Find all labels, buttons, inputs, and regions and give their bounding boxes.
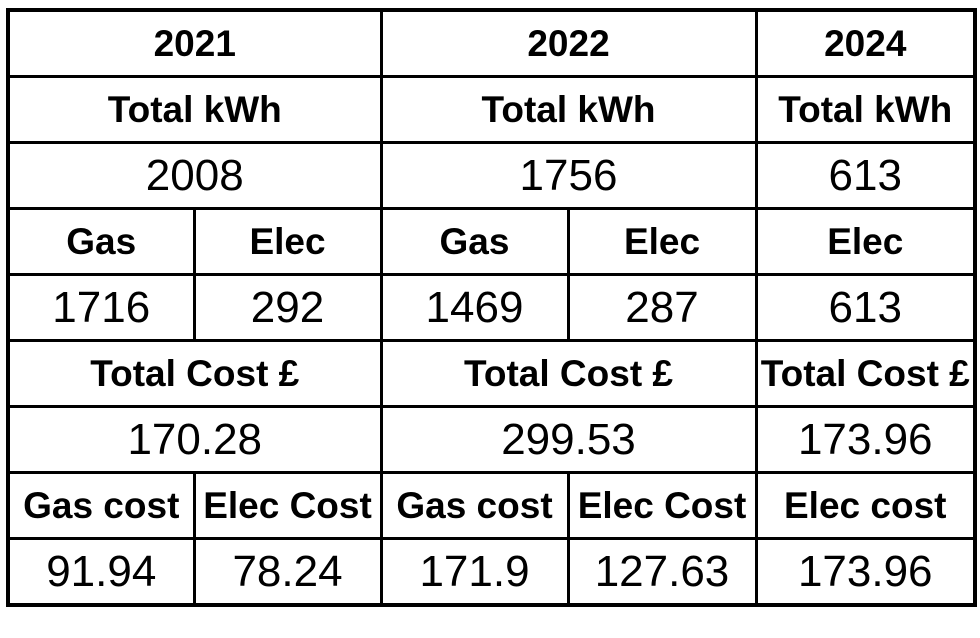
total-cost-label-2024: Total Cost £ [754, 339, 977, 408]
energy-comparison-table: 2021 2022 2024 Total kWh Total kWh Total… [6, 8, 977, 607]
elec-cost-value-2021: 78.24 [192, 537, 383, 607]
elec-header-2024: Elec [754, 207, 977, 276]
year-header-2024: 2024 [754, 8, 977, 78]
cost-value-row: 91.94 78.24 171.9 127.63 173.96 [6, 537, 977, 607]
elec-cost-header-2021: Elec Cost [192, 471, 383, 540]
total-kwh-label-row: Total kWh Total kWh Total kWh [6, 75, 977, 144]
elec-cost-header-2022: Elec Cost [566, 471, 758, 540]
total-kwh-value-2021: 2008 [6, 141, 383, 210]
total-cost-value-2022: 299.53 [379, 405, 758, 474]
elec-kwh-2022: 287 [566, 273, 758, 342]
total-kwh-label-2021: Total kWh [6, 75, 383, 144]
fuel-header-row: Gas Elec Gas Elec Elec [6, 207, 977, 276]
fuel-value-row: 1716 292 1469 287 613 [6, 273, 977, 342]
elec-cost-value-2022: 127.63 [566, 537, 758, 607]
total-kwh-label-2022: Total kWh [379, 75, 758, 144]
gas-cost-value-2022: 171.9 [379, 537, 570, 607]
total-kwh-value-2024: 613 [754, 141, 977, 210]
gas-header-2021: Gas [6, 207, 196, 276]
total-cost-value-2021: 170.28 [6, 405, 383, 474]
total-kwh-label-2024: Total kWh [754, 75, 977, 144]
total-cost-value-row: 170.28 299.53 173.96 [6, 405, 977, 474]
elec-kwh-2024: 613 [754, 273, 977, 342]
elec-cost-value-2024: 173.96 [754, 537, 977, 607]
elec-kwh-2021: 292 [192, 273, 383, 342]
total-kwh-value-row: 2008 1756 613 [6, 141, 977, 210]
total-cost-label-2022: Total Cost £ [379, 339, 758, 408]
gas-header-2022: Gas [379, 207, 570, 276]
total-kwh-value-2022: 1756 [379, 141, 758, 210]
elec-header-2021: Elec [192, 207, 383, 276]
year-header-row: 2021 2022 2024 [6, 8, 977, 78]
gas-cost-header-2021: Gas cost [6, 471, 196, 540]
year-header-2021: 2021 [6, 8, 383, 78]
gas-kwh-2022: 1469 [379, 273, 570, 342]
year-header-2022: 2022 [379, 8, 758, 78]
gas-cost-header-2022: Gas cost [379, 471, 570, 540]
total-cost-label-2021: Total Cost £ [6, 339, 383, 408]
elec-header-2022: Elec [566, 207, 758, 276]
cost-header-row: Gas cost Elec Cost Gas cost Elec Cost El… [6, 471, 977, 540]
total-cost-label-row: Total Cost £ Total Cost £ Total Cost £ [6, 339, 977, 408]
gas-cost-value-2021: 91.94 [6, 537, 196, 607]
gas-kwh-2021: 1716 [6, 273, 196, 342]
total-cost-value-2024: 173.96 [754, 405, 977, 474]
elec-cost-header-2024: Elec cost [754, 471, 977, 540]
